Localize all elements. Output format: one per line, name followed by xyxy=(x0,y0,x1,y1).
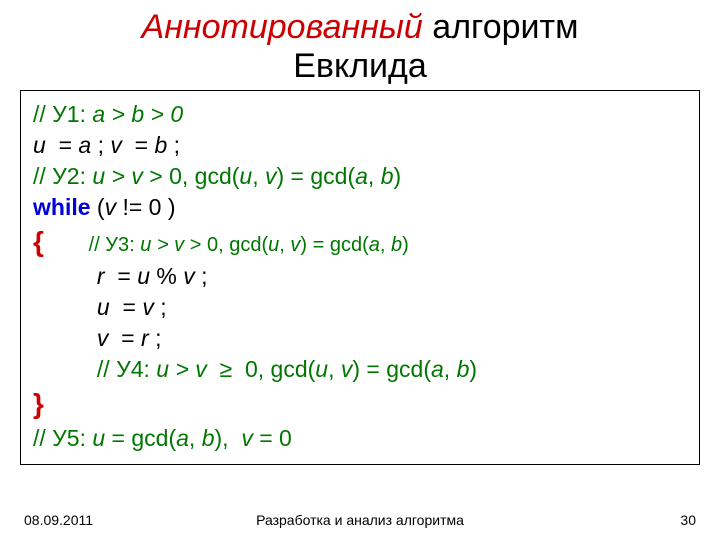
footer-page: 30 xyxy=(680,512,696,528)
code-line-1: // У1: a > b > 0 xyxy=(33,99,687,130)
code-line-7: u = v ; xyxy=(33,292,687,323)
code-container: // У1: a > b > 0 u = a ; v = b ; // У2: … xyxy=(20,90,700,465)
title-annotated: Аннотированный xyxy=(142,8,423,46)
code-line-8: v = r ; xyxy=(33,323,687,354)
title-euclid: Евклида xyxy=(293,47,427,85)
code-line-3: // У2: u > v > 0, gcd(u, v) = gcd(a, b) xyxy=(33,161,687,192)
slide-title: Аннотированный алгоритм Евклида xyxy=(0,0,720,90)
title-algorithm: алгоритм xyxy=(423,8,579,46)
slide-footer: 08.09.2011 Разработка и анализ алгоритма… xyxy=(0,512,720,528)
code-line-9: // У4: u > v ≥ 0, gcd(u, v) = gcd(a, b) xyxy=(33,354,687,385)
code-line-4: while (v != 0 ) xyxy=(33,192,687,223)
footer-title: Разработка и анализ алгоритма xyxy=(256,512,464,528)
code-line-5: { // У3: u > v > 0, gcd(u, v) = gcd(a, b… xyxy=(33,223,687,261)
code-line-11: // У5: u = gcd(a, b), v = 0 xyxy=(33,423,687,454)
code-line-10: } xyxy=(33,385,687,423)
code-line-2: u = a ; v = b ; xyxy=(33,130,687,161)
code-line-6: r = u % v ; xyxy=(33,261,687,292)
footer-date: 08.09.2011 xyxy=(24,512,93,528)
